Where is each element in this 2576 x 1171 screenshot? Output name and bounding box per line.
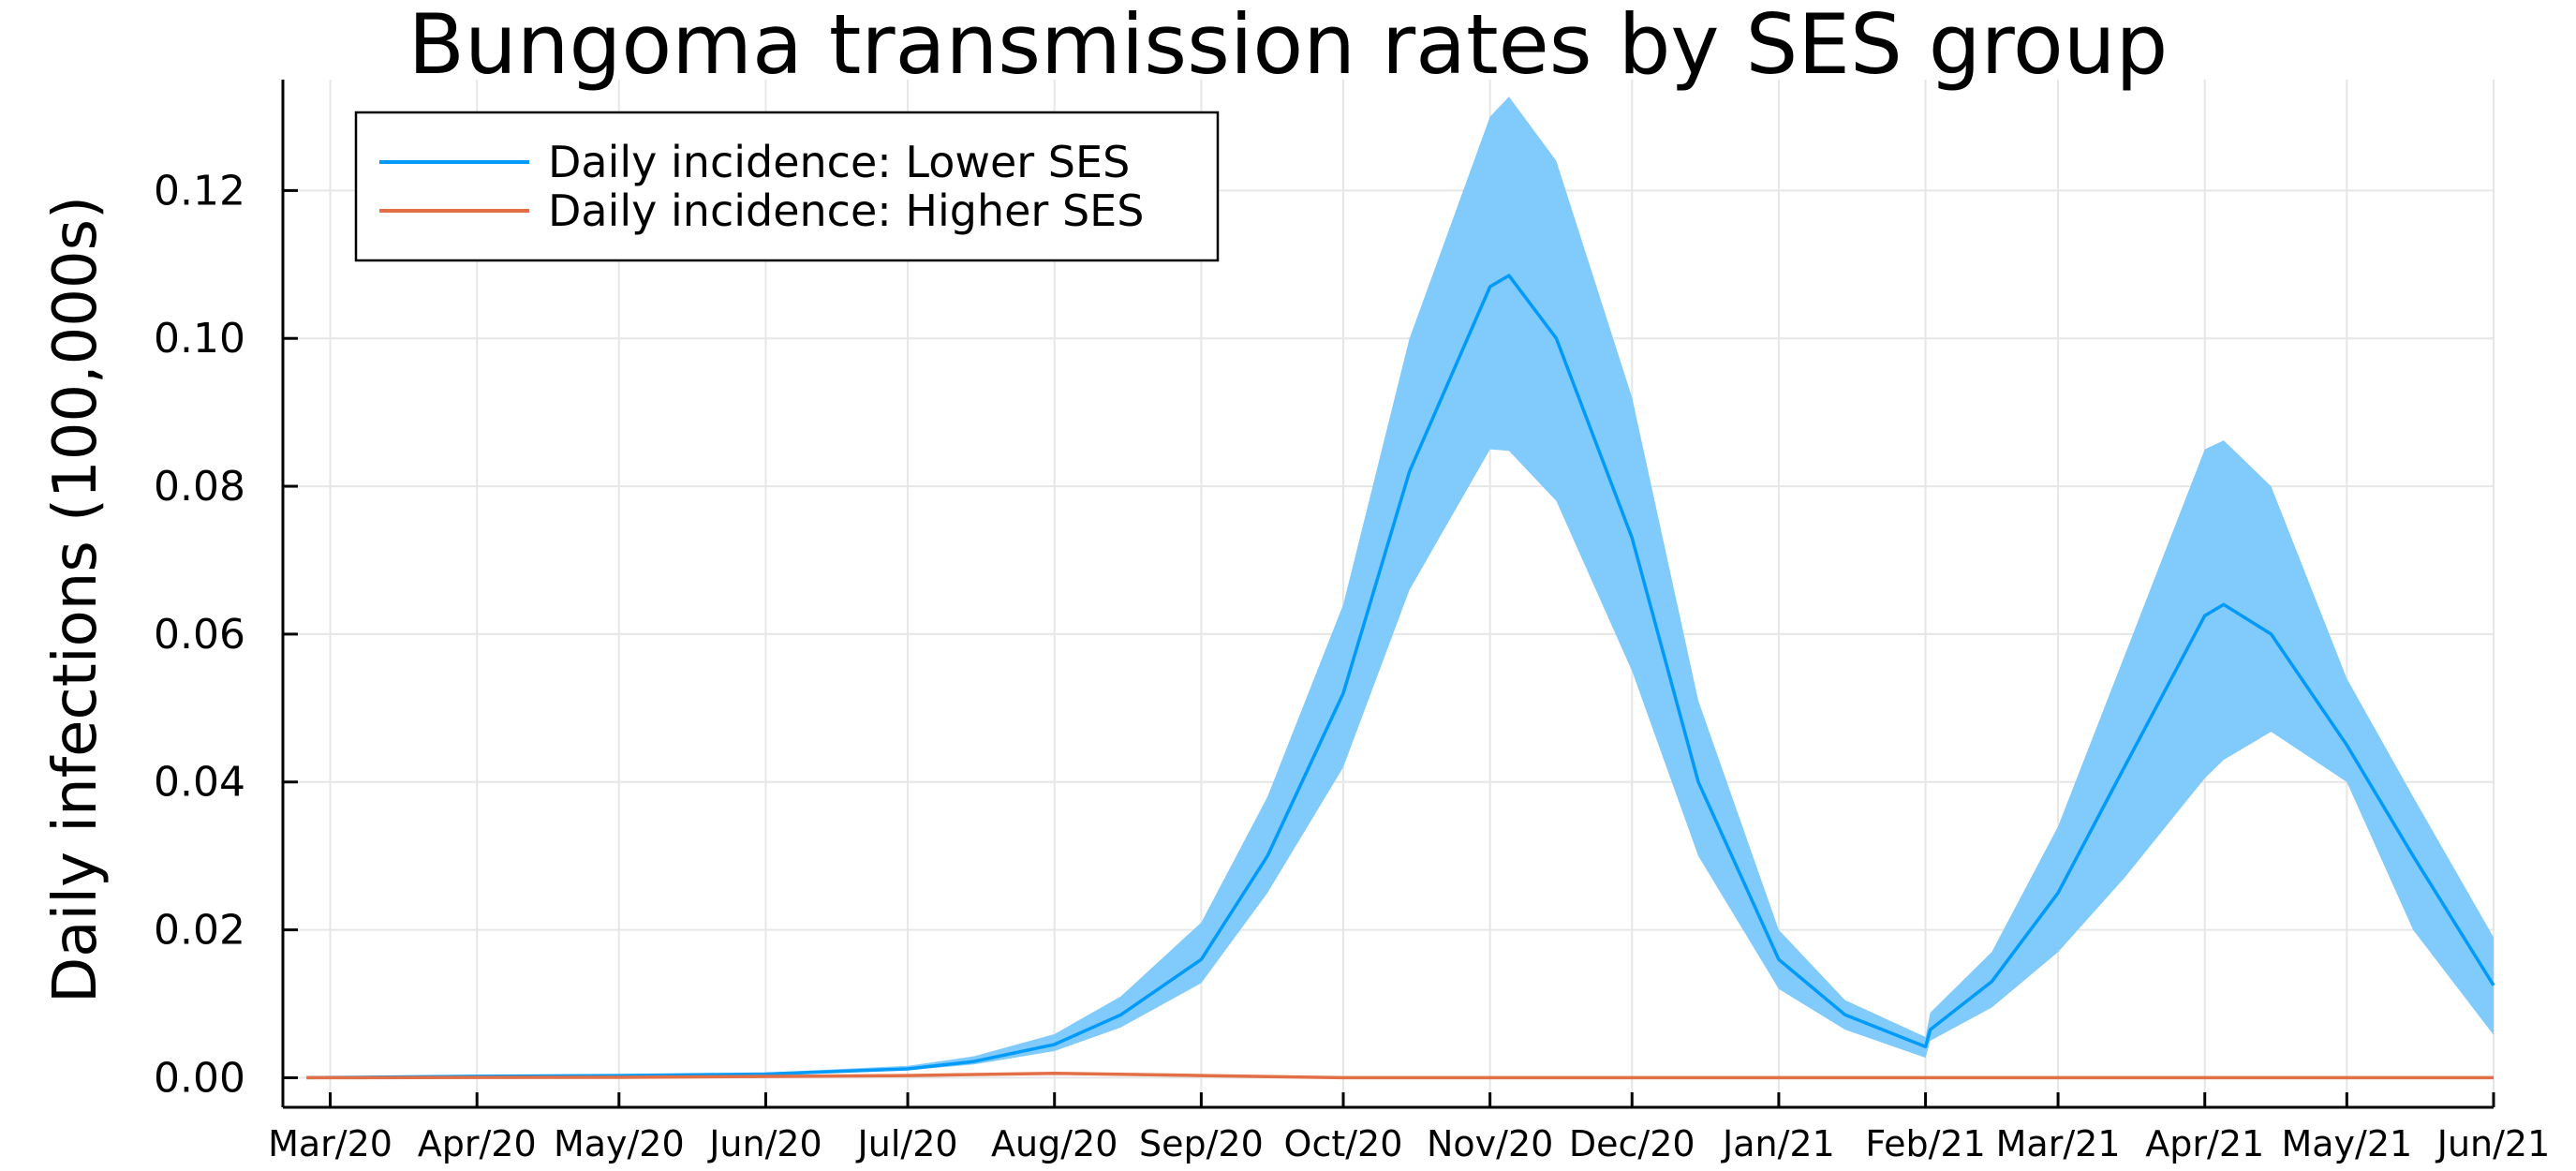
x-tick-label-0: Mar/20 [268, 1123, 392, 1164]
y-tick-label-1: 0.02 [154, 907, 245, 955]
legend-box [354, 111, 1220, 262]
legend-label-lower-ses: Daily incidence: Lower SES [548, 137, 1130, 187]
x-tick-label-11: Feb/21 [1865, 1123, 1985, 1164]
y-ticks: 0.00 0.02 0.04 0.06 0.08 0.10 0.12 [154, 167, 298, 1102]
x-tick-label-12: Mar/21 [1996, 1123, 2121, 1164]
x-tick-label-4: Jul/20 [856, 1123, 958, 1164]
y-axis-label: Daily infections (100,000s) [41, 196, 111, 1003]
legend-label-higher-ses: Daily incidence: Higher SES [548, 185, 1144, 236]
x-tick-label-10: Jan/21 [1721, 1123, 1835, 1164]
x-tick-label-5: Aug/20 [991, 1123, 1118, 1164]
chart-title: Bungoma transmission rates by SES group [408, 0, 2169, 93]
band-lower-ses [306, 96, 2494, 1078]
confidence-bands [306, 96, 2494, 1078]
y-tick-label-5: 0.10 [154, 315, 245, 363]
y-tick-label-3: 0.06 [154, 611, 245, 659]
x-tick-label-9: Dec/20 [1569, 1123, 1695, 1164]
line-higher-ses [306, 1071, 2494, 1080]
series-lines [306, 274, 2495, 1080]
y-tick-label-6: 0.12 [154, 167, 245, 215]
y-tick-label-2: 0.04 [154, 759, 245, 807]
x-tick-label-7: Oct/20 [1284, 1123, 1403, 1164]
legend: Daily incidence: Lower SES Daily inciden… [354, 111, 1220, 262]
x-tick-label-6: Sep/20 [1139, 1123, 1264, 1164]
x-tick-label-8: Nov/20 [1427, 1123, 1553, 1164]
x-tick-label-3: Jun/20 [707, 1123, 822, 1164]
line-lower-ses [306, 274, 2495, 1080]
x-tick-label-15: Jun/21 [2435, 1123, 2551, 1164]
x-tick-label-13: Apr/21 [2145, 1123, 2264, 1164]
y-tick-label-4: 0.08 [154, 463, 245, 511]
x-ticks: Mar/20 Apr/20 May/20 Jun/20 Jul/20 Aug/20 Sep/… [268, 1092, 2550, 1164]
x-tick-label-2: May/20 [554, 1123, 685, 1164]
y-tick-label-0: 0.00 [154, 1054, 245, 1102]
x-tick-label-14: May/21 [2281, 1123, 2412, 1164]
x-tick-label-1: Apr/20 [418, 1123, 537, 1164]
axes [281, 80, 2494, 1109]
